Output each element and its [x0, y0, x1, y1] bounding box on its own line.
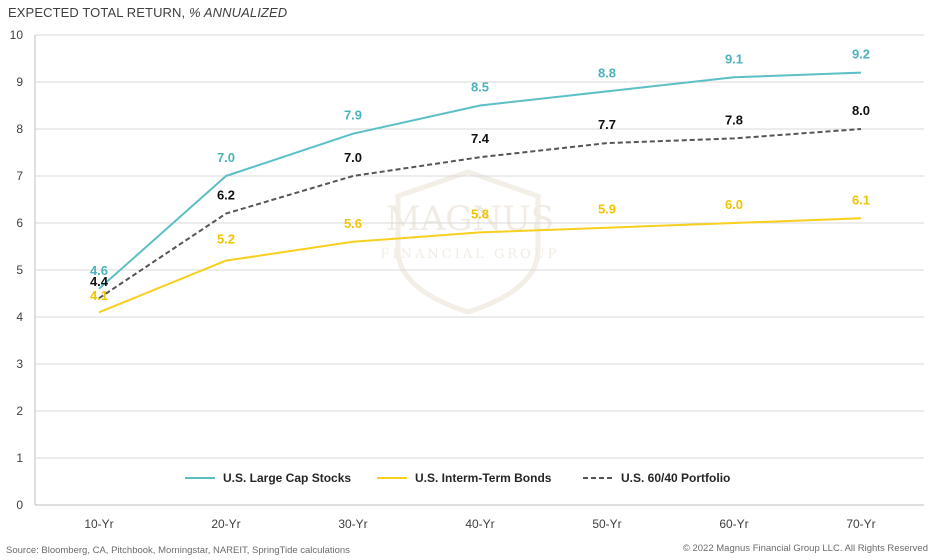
- y-tick-label: 4: [16, 310, 23, 324]
- y-tick-label: 6: [16, 216, 23, 230]
- x-tick-label: 10-Yr: [84, 517, 113, 531]
- data-label: 7.4: [471, 131, 490, 146]
- chart-title-main: EXPECTED TOTAL RETURN,: [8, 5, 189, 20]
- data-label: 9.1: [725, 51, 743, 66]
- data-label: 7.7: [598, 117, 616, 132]
- series-line-2: [98, 128, 862, 300]
- y-tick-label: 9: [16, 75, 23, 89]
- data-label: 5.9: [598, 202, 616, 217]
- data-label: 7.9: [344, 108, 362, 123]
- y-tick-label: 0: [16, 498, 23, 512]
- data-label: 5.8: [471, 206, 489, 221]
- series-lines: [98, 71, 862, 314]
- y-tick-label: 10: [10, 28, 24, 42]
- legend-label: U.S. 60/40 Portfolio: [621, 471, 730, 485]
- data-label: 9.2: [852, 47, 870, 62]
- data-label: 6.2: [217, 188, 235, 203]
- y-tick-label: 7: [16, 169, 23, 183]
- data-labels: 4.6 7.0 7.9 8.5 8.8 9.1 9.2 4.1 5.2 5.6 5.8 5.9 6.0 6…: [90, 47, 870, 303]
- data-label: 6.1: [852, 192, 870, 207]
- source-note: Source: Bloomberg, CA, Pitchbook, Mornin…: [6, 545, 350, 556]
- data-label: 8.5: [471, 80, 489, 95]
- x-tick-label: 30-Yr: [338, 517, 367, 531]
- watermark-subtitle: FINANCIAL GROUP: [380, 247, 559, 262]
- gridlines: [35, 34, 924, 459]
- line-chart: MAGNUS FINANCIAL GROUP 0 1 2 3 4 5 6 7 8 9 10 10-Yr…: [10, 28, 924, 531]
- axes: 0 1 2 3 4 5 6 7 8 9 10 10-Yr 20-Yr 30-Yr 40-Yr 50-Yr 60-…: [10, 28, 924, 531]
- x-tick-label: 70-Yr: [846, 517, 875, 531]
- y-tick-label: 2: [16, 404, 23, 418]
- chart-title-units: % ANNUALIZED: [188, 5, 288, 20]
- data-label: 5.6: [344, 216, 362, 231]
- shield-icon: [395, 169, 541, 315]
- data-label: 7.0: [344, 150, 362, 165]
- y-tick-label: 5: [16, 263, 23, 277]
- x-tick-label: 20-Yr: [211, 517, 240, 531]
- data-label: 8.8: [598, 65, 616, 80]
- x-tick-label: 50-Yr: [592, 517, 621, 531]
- chart-title: EXPECTED TOTAL RETURN, % ANNUALIZED: [8, 5, 287, 20]
- data-label: 5.2: [217, 232, 235, 247]
- legend-label: U.S. Large Cap Stocks: [223, 471, 351, 485]
- x-tick-label: 40-Yr: [465, 517, 494, 531]
- data-label: 6.0: [725, 197, 743, 212]
- y-tick-label: 8: [16, 122, 23, 136]
- legend-label: U.S. Interm-Term Bonds: [415, 471, 552, 485]
- data-label: 7.0: [217, 150, 235, 165]
- x-tick-label: 60-Yr: [719, 517, 748, 531]
- legend: U.S. Large Cap Stocks U.S. Interm-Term Bo…: [185, 471, 730, 485]
- series-line-0: [98, 71, 862, 290]
- data-label: 8.0: [852, 103, 870, 118]
- data-label: 4.1: [90, 288, 108, 303]
- data-label: 4.6: [90, 263, 108, 278]
- data-label: 4.4: [90, 274, 109, 289]
- copyright-note: © 2022 Magnus Financial Group LLC. All R…: [682, 543, 928, 554]
- y-tick-label: 3: [16, 357, 23, 371]
- data-label: 7.8: [725, 112, 743, 127]
- series-line-1: [98, 217, 862, 314]
- y-tick-label: 1: [16, 451, 23, 465]
- magnus-watermark: MAGNUS FINANCIAL GROUP: [380, 169, 559, 315]
